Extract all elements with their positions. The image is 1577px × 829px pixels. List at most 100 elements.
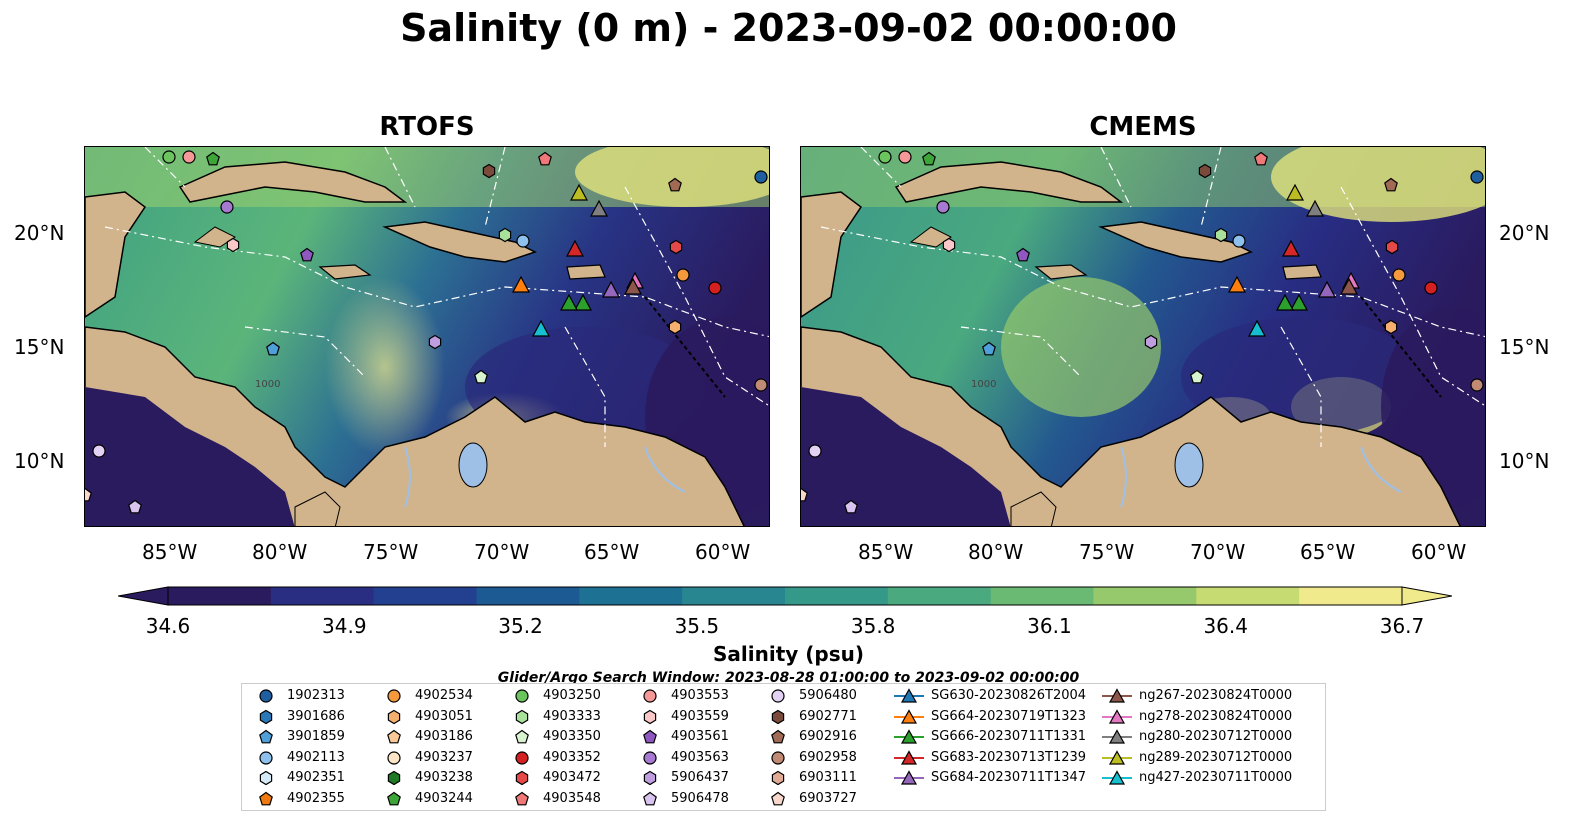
legend-label: 5906480 [799,688,857,703]
legend-marker-icon [259,729,273,744]
map-panel-cmems: 1000 [800,146,1486,527]
colorbar-graphic [117,586,1453,606]
legend-marker-icon [643,729,657,744]
colorbar-tick-label: 36.4 [1203,614,1248,638]
glider-marker [1290,293,1308,311]
legend-label: ng280-20230712T0000 [1139,729,1293,745]
colorbar-bin [785,587,889,605]
legend-label: ng267-20230824T0000 [1139,688,1293,703]
legend-marker-icon [259,771,273,786]
legend-label: 4903561 [671,729,729,745]
lon-label-left-60: 60°W [695,540,751,564]
colorbar-under-arrow [117,586,169,606]
argo-float-marker [669,239,683,255]
legend-label: 4903333 [543,708,601,724]
glider-marker [560,293,578,311]
argo-float-marker [1144,334,1158,350]
legend-label: 4903237 [415,749,473,765]
colorbar-tick-label: 36.7 [1379,614,1425,638]
legend-marker-icon [643,689,657,703]
legend-marker-icon [894,708,924,724]
markers-cmems [801,150,1484,514]
argo-float-marker [801,487,808,502]
legend-marker-icon [259,751,273,765]
legend-marker-icon [259,689,273,703]
legend-label: 4903472 [543,770,601,786]
legend-marker-icon [387,771,401,786]
glider-marker [1340,277,1358,295]
legend-marker-icon [387,751,401,765]
lat-label-right-10: 10°N [1499,449,1550,473]
search-window-text: Glider/Argo Search Window: 2023-08-28 01… [497,670,1080,684]
lat-label-right-20: 20°N [1499,221,1550,245]
legend-label: 4903186 [415,729,473,745]
legend-marker-icon [387,791,401,806]
legend-label: 4903244 [415,791,473,806]
argo-float-marker [982,341,996,356]
panel-title-rtofs: RTOFS [379,112,475,142]
contour-label: 1000 [971,379,996,390]
figure-title: Salinity (0 m) - 2023-09-02 00:00:00 [400,6,1177,50]
legend-marker-icon [515,689,529,703]
lon-label-left-80: 80°W [252,540,308,564]
argo-float-marker [708,281,722,295]
argo-float-marker [942,237,956,253]
markers-rtofs [85,150,768,514]
argo-float-marker [85,487,92,502]
legend-label: SG630-20230826T2004 [931,688,1087,703]
legend-marker-icon [643,771,657,786]
legend-label: 4903563 [671,749,729,765]
argo-float-marker [668,177,682,192]
legend: 1902313 3901686 3901859 4902113 4902351 49023… [241,683,1326,811]
lon-label-right-75: 75°W [1079,540,1135,564]
legend-label: 4903559 [671,708,729,724]
argo-float-marker [1392,268,1406,282]
argo-float-marker [676,268,690,282]
map-canvas-rtofs: 1000 [85,147,769,526]
glider-marker [1318,280,1336,298]
argo-float-marker [668,319,682,335]
lon-label-right-85: 85°W [858,540,914,564]
contour-label: 1000 [255,379,280,390]
legend-marker-icon [387,729,401,744]
legend-label: 4903051 [415,708,473,724]
legend-marker-icon [894,688,924,703]
legend-label: 6903727 [799,791,857,806]
argo-float-marker [1232,234,1246,248]
legend-label: SG666-20230711T1331 [931,729,1087,745]
legend-label: 4903352 [543,749,601,765]
legend-label: 6902771 [799,708,857,724]
argo-float-marker [754,378,768,392]
legend-label: SG664-20230719T1323 [931,708,1087,724]
legend-label: 4903238 [415,770,473,786]
colorbar-tick-label: 34.6 [145,614,191,638]
legend-label: 6902916 [799,729,857,745]
colorbar-bin [373,587,477,605]
legend-label: SG684-20230711T1347 [931,770,1087,786]
argo-float-marker [844,499,858,514]
argo-float-marker [1384,319,1398,335]
glider-marker [512,275,530,293]
argo-float-marker [538,151,552,166]
legend-label: ng427-20230711T0000 [1139,770,1293,786]
argo-float-marker [498,227,512,243]
legend-marker-icon [894,770,924,785]
legend-marker-icon [643,791,657,806]
argo-float-marker [474,369,488,384]
legend-label: SG683-20230713T1239 [931,749,1087,765]
legend-label: 4903553 [671,688,729,703]
legend-marker-icon [515,771,529,786]
legend-marker-icon [515,709,529,724]
legend-label: 1902313 [287,688,345,703]
legend-label: ng289-20230712T0000 [1139,749,1293,765]
colorbar-tick-label: 34.9 [322,614,367,638]
legend-label: 3901686 [287,708,345,724]
colorbar-tick-label: 35.8 [850,614,896,638]
glider-marker [574,293,592,311]
glider-marker [566,239,584,257]
argo-float-marker [92,444,106,458]
argo-float-marker [898,150,912,164]
legend-marker-icon [771,689,785,703]
colorbar-bin [1196,587,1300,605]
legend-marker-icon [1102,708,1132,724]
